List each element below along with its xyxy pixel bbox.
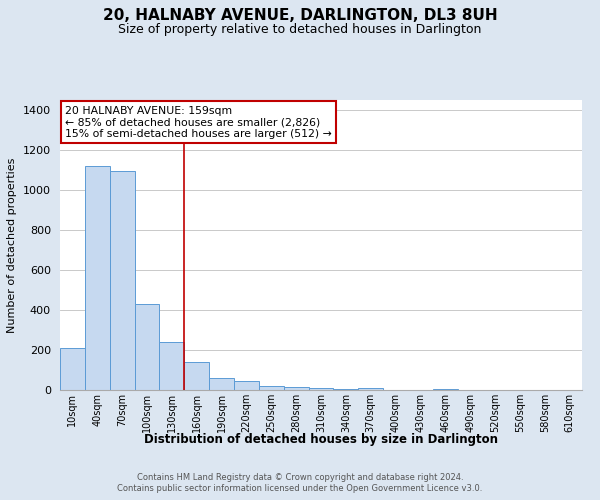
Y-axis label: Number of detached properties: Number of detached properties — [7, 158, 17, 332]
Bar — [334, 389, 358, 390]
Text: 20 HALNABY AVENUE: 159sqm
← 85% of detached houses are smaller (2,826)
15% of se: 20 HALNABY AVENUE: 159sqm ← 85% of detac… — [65, 106, 332, 139]
Bar — [234, 381, 259, 390]
Bar — [85, 166, 110, 390]
Bar — [160, 342, 184, 390]
Bar — [110, 171, 134, 390]
Bar — [134, 304, 160, 390]
Bar — [209, 378, 234, 390]
Bar — [308, 388, 334, 390]
Bar — [433, 389, 458, 390]
Bar — [284, 387, 308, 390]
Text: Distribution of detached houses by size in Darlington: Distribution of detached houses by size … — [144, 432, 498, 446]
Bar — [358, 388, 383, 390]
Bar — [60, 348, 85, 390]
Bar — [184, 362, 209, 390]
Text: Contains HM Land Registry data © Crown copyright and database right 2024.: Contains HM Land Registry data © Crown c… — [137, 472, 463, 482]
Text: Contains public sector information licensed under the Open Government Licence v3: Contains public sector information licen… — [118, 484, 482, 493]
Bar — [259, 386, 284, 390]
Text: 20, HALNABY AVENUE, DARLINGTON, DL3 8UH: 20, HALNABY AVENUE, DARLINGTON, DL3 8UH — [103, 8, 497, 22]
Text: Size of property relative to detached houses in Darlington: Size of property relative to detached ho… — [118, 22, 482, 36]
